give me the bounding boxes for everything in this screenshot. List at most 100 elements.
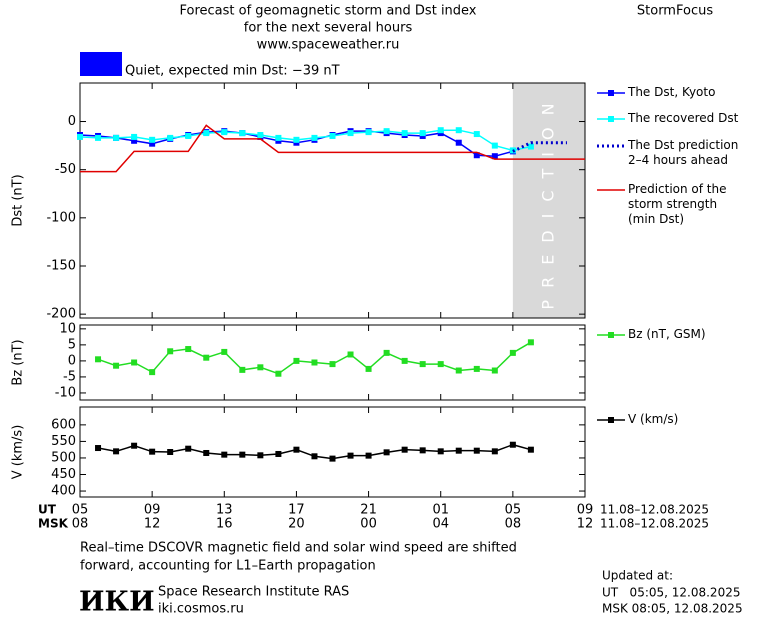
series-line [79, 129, 532, 152]
point [149, 448, 156, 455]
legend-entry: Bz (nT, GSM) [628, 327, 706, 341]
point [149, 369, 156, 376]
y-axis-label: V (km/s) [11, 425, 26, 480]
x-tick-label: 08 [72, 517, 89, 532]
point [365, 129, 372, 136]
point [113, 362, 120, 369]
series-line [512, 141, 567, 153]
point [473, 131, 480, 138]
x-tick-label: 05 [505, 503, 522, 518]
point [365, 452, 372, 459]
title: www.spaceweather.ru [257, 38, 400, 53]
legend-marker [608, 116, 614, 122]
logo: ИКИ [79, 587, 155, 618]
series-line [97, 341, 532, 375]
y-axis-label: Dst (nT) [11, 174, 26, 226]
point [527, 339, 534, 346]
point [95, 356, 102, 363]
x-tick-label: 20 [288, 517, 305, 532]
point [113, 134, 120, 141]
x-tick-label: 00 [360, 517, 377, 532]
point [95, 134, 102, 141]
point [221, 451, 228, 458]
point [455, 447, 462, 454]
y-tick-label: 0 [68, 114, 76, 129]
point [347, 452, 354, 459]
point [491, 448, 498, 455]
y-tick-label: -100 [46, 210, 76, 225]
point [455, 367, 462, 374]
date-range: 11.08–12.08.2025 [600, 503, 709, 517]
title: for the next several hours [244, 21, 413, 36]
point [401, 130, 408, 137]
point [221, 129, 228, 136]
x-tick-label: 12 [577, 517, 594, 532]
point [383, 128, 390, 135]
title: Forecast of geomagnetic storm and Dst in… [179, 4, 476, 19]
updated-label: Updated at: [602, 569, 673, 583]
point [275, 370, 282, 377]
point [185, 346, 192, 353]
point [347, 130, 354, 137]
plot-frame [79, 406, 586, 498]
point [509, 441, 516, 448]
point [473, 152, 480, 159]
legend-marker [608, 417, 614, 423]
status-box [80, 52, 122, 76]
x-tick-label: 01 [432, 503, 449, 518]
y-tick-label: -50 [55, 162, 76, 177]
y-tick-label: 500 [51, 450, 76, 465]
point [239, 366, 246, 373]
point [185, 445, 192, 452]
point [131, 359, 138, 366]
y-tick-label: 400 [51, 484, 76, 499]
x-tick-label: 13 [216, 503, 233, 518]
x-axis-label: UT [38, 503, 57, 517]
point [311, 453, 318, 460]
point [527, 446, 534, 453]
point [419, 130, 426, 137]
point [149, 140, 156, 147]
point [113, 448, 120, 455]
y-tick-label: -10 [55, 385, 76, 400]
point [365, 365, 372, 372]
x-tick-label: 09 [577, 503, 594, 518]
x-tick-label: 16 [216, 517, 233, 532]
point [329, 361, 336, 368]
point [329, 132, 336, 139]
y-tick-label: 450 [51, 467, 76, 482]
y-tick-label: 0 [68, 353, 76, 368]
point [239, 130, 246, 137]
point [437, 448, 444, 455]
status-text: Quiet, expected min Dst: −39 nT [125, 64, 340, 79]
y-tick-label: 550 [51, 434, 76, 449]
point [257, 452, 264, 459]
updated-msk: MSK 08:05, 12.08.2025 [602, 602, 743, 616]
point [383, 449, 390, 456]
prediction-zone [512, 83, 585, 318]
y-tick-label: -150 [46, 258, 76, 273]
y-tick-label: 600 [51, 417, 76, 432]
x-tick-label: 17 [288, 503, 305, 518]
point [167, 134, 174, 141]
x-tick-label: 05 [72, 503, 89, 518]
legend-marker [608, 332, 614, 338]
point [131, 137, 138, 144]
legend-entry: V (km/s) [628, 412, 679, 426]
point [455, 127, 462, 134]
legend-entry: Prediction of the storm strength (min Ds… [628, 182, 727, 226]
point [455, 139, 462, 146]
x-tick-label: 21 [360, 503, 377, 518]
x-tick-label: 04 [432, 517, 449, 532]
point [437, 361, 444, 368]
point [491, 367, 498, 374]
point [95, 445, 102, 452]
point [293, 136, 300, 143]
point [275, 134, 282, 141]
point [77, 133, 83, 140]
point [419, 361, 426, 368]
point [383, 349, 390, 356]
point [149, 136, 156, 143]
